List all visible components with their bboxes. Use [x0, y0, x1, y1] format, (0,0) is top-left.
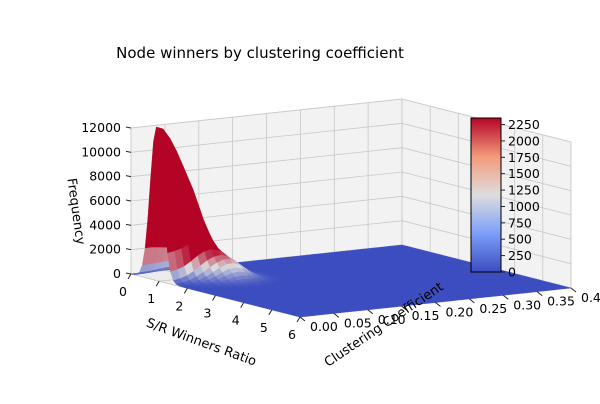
y-tick-label: 0.20 — [446, 305, 474, 320]
z-tick-mark — [126, 200, 131, 201]
z-tick-label: 12000 — [81, 120, 121, 135]
x-tick-mark — [128, 274, 131, 279]
y-tick-mark — [334, 313, 339, 317]
colorbar-tick-label: 1750 — [508, 150, 540, 165]
colorbar-gradient — [471, 118, 501, 272]
x-tick-mark — [156, 281, 159, 286]
y-tick-label: 0.35 — [547, 294, 575, 309]
y-tick-mark — [469, 299, 474, 303]
z-tick-label: 2000 — [89, 242, 121, 257]
x-tick-mark — [241, 303, 244, 308]
y-tick-mark — [368, 310, 373, 314]
x-tick-mark — [213, 296, 216, 301]
y-tick-label: 0.40 — [581, 290, 600, 305]
x-tick-mark — [184, 288, 187, 293]
z-tick-label: 6000 — [89, 193, 121, 208]
y-tick-mark — [537, 292, 542, 296]
colorbar-tick-label: 500 — [508, 232, 532, 247]
z-tick-label: 4000 — [89, 217, 121, 232]
x-tick-mark — [269, 310, 272, 315]
x-axis-label: S/R Winners Ratio — [144, 316, 258, 370]
y-tick-mark — [300, 317, 305, 321]
z-tick-mark — [126, 127, 131, 128]
x-tick-label: 3 — [204, 306, 212, 321]
y-tick-label: 0.30 — [513, 297, 541, 312]
z-axis-label: Frequency — [63, 177, 87, 246]
colorbar-tick-label: 1000 — [508, 199, 540, 214]
x-tick-label: 6 — [288, 327, 296, 342]
z-tick-mark — [126, 273, 131, 274]
colorbar-tick-label: 1500 — [508, 166, 540, 181]
colorbar-tick-label: 1250 — [508, 183, 540, 198]
z-tick-label: 8000 — [89, 169, 121, 184]
x-tick-label: 5 — [260, 320, 268, 335]
colorbar-tick-label: 0 — [508, 265, 516, 280]
chart-title: Node winners by clustering coefficient — [116, 44, 404, 62]
colorbar-tick-label: 250 — [508, 248, 532, 263]
y-tick-mark — [503, 295, 508, 299]
y-tick-mark — [571, 288, 576, 292]
colorbar-tick-label: 2000 — [508, 133, 540, 148]
colorbar-tick-label: 2250 — [508, 117, 540, 132]
x-tick-label: 0 — [119, 284, 127, 299]
z-tick-mark — [126, 176, 131, 177]
y-tick-label: 0.00 — [310, 319, 338, 334]
y-tick-mark — [436, 303, 441, 307]
x-tick-label: 1 — [147, 291, 155, 306]
x-tick-label: 4 — [232, 313, 240, 328]
z-tick-mark — [126, 224, 131, 225]
colorbar-tick-label: 750 — [508, 215, 532, 230]
x-tick-mark — [297, 317, 300, 322]
z-tick-label: 0 — [113, 266, 121, 281]
x-tick-label: 2 — [175, 298, 183, 313]
z-tick-mark — [126, 249, 131, 250]
z-tick-mark — [126, 151, 131, 152]
z-axis-ticks: 0 2000 4000 6000 8000 10000 12000 — [81, 120, 131, 281]
y-tick-label: 0.25 — [479, 301, 507, 316]
z-tick-label: 10000 — [81, 144, 121, 159]
